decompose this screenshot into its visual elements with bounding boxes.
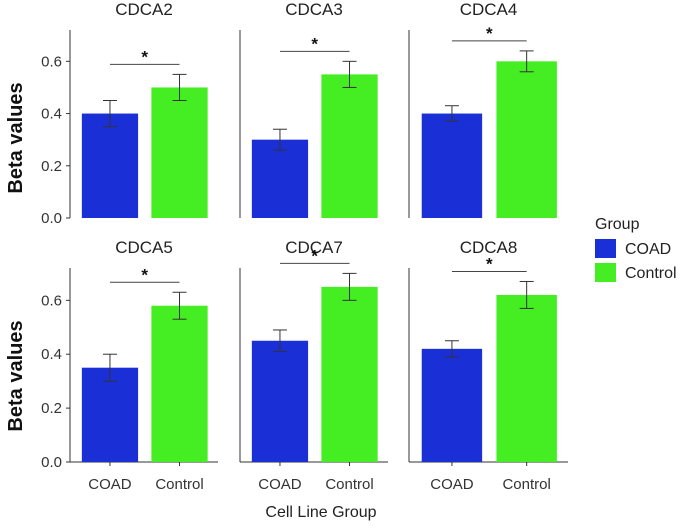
x-tick-label-cdca5-control: Control — [155, 476, 203, 493]
bar-cdca8-control — [496, 294, 557, 462]
legend-swatch-control — [595, 263, 616, 282]
panel-title-cdca2: CDCA2 — [115, 0, 173, 19]
bar-cdca5-coad — [81, 367, 139, 462]
sig-star-cdca5: * — [141, 265, 148, 284]
legend-label-coad: COAD — [625, 241, 671, 258]
bar-cdca7-control — [321, 286, 378, 462]
y-tick-label-cdca2-3: 0.6 — [41, 53, 62, 70]
bar-cdca4-control — [496, 61, 557, 219]
x-axis-label: Cell Line Group — [265, 504, 376, 521]
bar-cdca2-coad — [81, 113, 139, 218]
legend: Group COAD Control — [595, 216, 677, 282]
y-tick-label-cdca2-2: 0.4 — [41, 106, 62, 123]
panels-layer: CDCA2 0.0 0.2 0.4 0.6 * CDCA3 * CDCA4 * CDCA5 0.0 0.… — [41, 0, 568, 493]
y-axis-label-top: Beta values — [5, 82, 27, 193]
bar-cdca8-coad — [421, 348, 483, 462]
legend-title: Group — [595, 216, 640, 233]
y-tick-label-cdca5-2: 0.4 — [41, 346, 62, 363]
panel-cdca8: CDCA8 COAD Control * — [408, 238, 568, 493]
y-axis-label-bottom: Beta values — [5, 320, 27, 431]
x-tick-label-cdca7-coad: COAD — [258, 476, 302, 493]
sig-star-cdca3: * — [311, 34, 318, 53]
x-tick-label-cdca5-coad: COAD — [88, 476, 132, 493]
bar-cdca2-control — [151, 87, 208, 218]
panel-title-cdca5: CDCA5 — [115, 238, 173, 257]
panel-cdca2: CDCA2 0.0 0.2 0.4 0.6 * — [41, 0, 208, 227]
panel-title-cdca4: CDCA4 — [460, 0, 518, 19]
panel-title-cdca3: CDCA3 — [285, 0, 343, 19]
sig-star-cdca8: * — [486, 254, 493, 273]
y-tick-label-cdca5-1: 0.2 — [41, 400, 62, 417]
panel-title-cdca7: CDCA7 — [285, 238, 343, 257]
bar-cdca7-coad — [251, 340, 309, 462]
panel-title-cdca8: CDCA8 — [460, 238, 518, 257]
panel-cdca3: CDCA3 * — [239, 0, 378, 218]
x-tick-label-cdca8-coad: COAD — [430, 476, 474, 493]
panel-cdca4: CDCA4 * — [408, 0, 557, 219]
sig-star-cdca7: * — [311, 246, 318, 265]
sig-star-cdca2: * — [141, 47, 148, 66]
bar-cdca4-coad — [421, 113, 483, 218]
y-tick-label-cdca5-3: 0.6 — [41, 292, 62, 309]
sig-star-cdca4: * — [486, 24, 493, 43]
legend-swatch-coad — [595, 239, 616, 258]
bar-cdca3-coad — [251, 139, 309, 218]
x-tick-label-cdca8-control: Control — [502, 476, 550, 493]
y-tick-label-cdca5-0: 0.0 — [41, 454, 62, 471]
bar-cdca5-control — [151, 305, 208, 462]
x-tick-label-cdca7-control: Control — [325, 476, 373, 493]
y-tick-label-cdca2-0: 0.0 — [41, 210, 62, 227]
panel-cdca7: CDCA7 COAD Control * — [239, 238, 388, 493]
legend-label-control: Control — [625, 265, 677, 282]
panel-cdca5: CDCA5 0.0 0.2 0.4 0.6 COAD Control * — [41, 238, 218, 493]
y-tick-label-cdca2-1: 0.2 — [41, 158, 62, 175]
bar-cdca3-control — [321, 74, 378, 218]
